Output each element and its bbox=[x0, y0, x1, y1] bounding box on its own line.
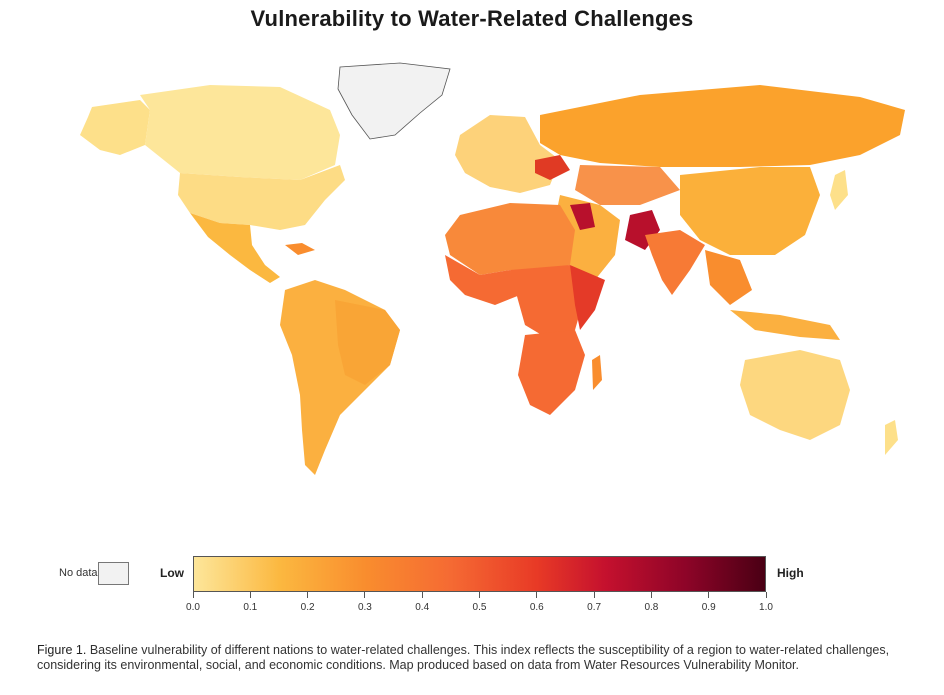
scale-tick-label: 0.0 bbox=[186, 602, 200, 613]
region-southeast-asia bbox=[705, 250, 752, 305]
scale-tick bbox=[650, 592, 652, 598]
region-new-zealand bbox=[885, 420, 898, 455]
scale-tick-label: 1.0 bbox=[759, 602, 773, 613]
region-canada bbox=[140, 85, 340, 180]
color-scale bbox=[193, 556, 766, 592]
figure-caption: Figure 1. Baseline vulnerability of diff… bbox=[37, 643, 907, 673]
caption-text: Baseline vulnerability of different nati… bbox=[37, 643, 890, 672]
no-data-label: No data bbox=[59, 567, 98, 579]
scale-tick-label: 0.3 bbox=[357, 602, 372, 613]
world-map bbox=[80, 62, 905, 475]
high-label: High bbox=[777, 566, 804, 580]
region-brazil-east bbox=[335, 300, 400, 385]
scale-tick bbox=[536, 592, 538, 598]
region-mexico bbox=[190, 213, 280, 283]
region-caribbean bbox=[285, 243, 315, 255]
region-ukraine bbox=[535, 155, 570, 180]
region-india bbox=[645, 230, 705, 295]
scale-tick bbox=[593, 592, 595, 598]
region-japan bbox=[830, 170, 848, 210]
region-russia bbox=[540, 85, 905, 167]
region-europe bbox=[455, 115, 560, 193]
scale-tick-label: 0.9 bbox=[701, 602, 716, 613]
region-central-africa bbox=[510, 265, 585, 340]
scale-tick bbox=[479, 592, 480, 598]
scale-tick bbox=[421, 592, 423, 598]
region-greenland bbox=[337, 62, 451, 140]
region-west-africa bbox=[445, 255, 520, 305]
region-indonesia bbox=[730, 310, 840, 340]
region-alaska bbox=[80, 100, 150, 155]
caption-lead: Figure 1. bbox=[37, 643, 87, 657]
region-china bbox=[680, 167, 820, 255]
scale-tick-label: 0.1 bbox=[243, 602, 258, 613]
legend: No data Low High 0.0 0.1 0.2 0.3 0.4 0.5 0.6 0.… bbox=[0, 548, 944, 618]
scale-tick bbox=[364, 592, 366, 598]
scale-tick bbox=[708, 592, 710, 598]
scale-tick-label: 0.2 bbox=[300, 602, 315, 613]
region-horn-africa bbox=[570, 265, 605, 330]
scale-tick-label: 0.7 bbox=[587, 602, 602, 613]
scale-tick bbox=[192, 592, 194, 598]
no-data-swatch bbox=[98, 562, 129, 585]
scale-tick bbox=[307, 592, 309, 598]
scale-tick bbox=[765, 592, 767, 598]
map-title: Vulnerability to Water-Related Challenge… bbox=[250, 6, 694, 31]
low-label: Low bbox=[160, 566, 184, 580]
region-iraq-iran bbox=[570, 203, 595, 230]
scale-tick-label: 0.8 bbox=[644, 602, 659, 613]
scale-tick-label: 0.5 bbox=[472, 602, 487, 613]
region-north-africa bbox=[445, 203, 575, 275]
region-australia bbox=[740, 350, 850, 440]
region-southern-africa bbox=[518, 330, 585, 415]
scale-tick bbox=[249, 592, 251, 598]
region-central-asia bbox=[575, 165, 680, 205]
region-usa bbox=[178, 165, 345, 230]
region-madagascar bbox=[592, 355, 602, 390]
scale-tick-label: 0.4 bbox=[415, 602, 430, 613]
scale-tick-label: 0.6 bbox=[529, 602, 544, 613]
